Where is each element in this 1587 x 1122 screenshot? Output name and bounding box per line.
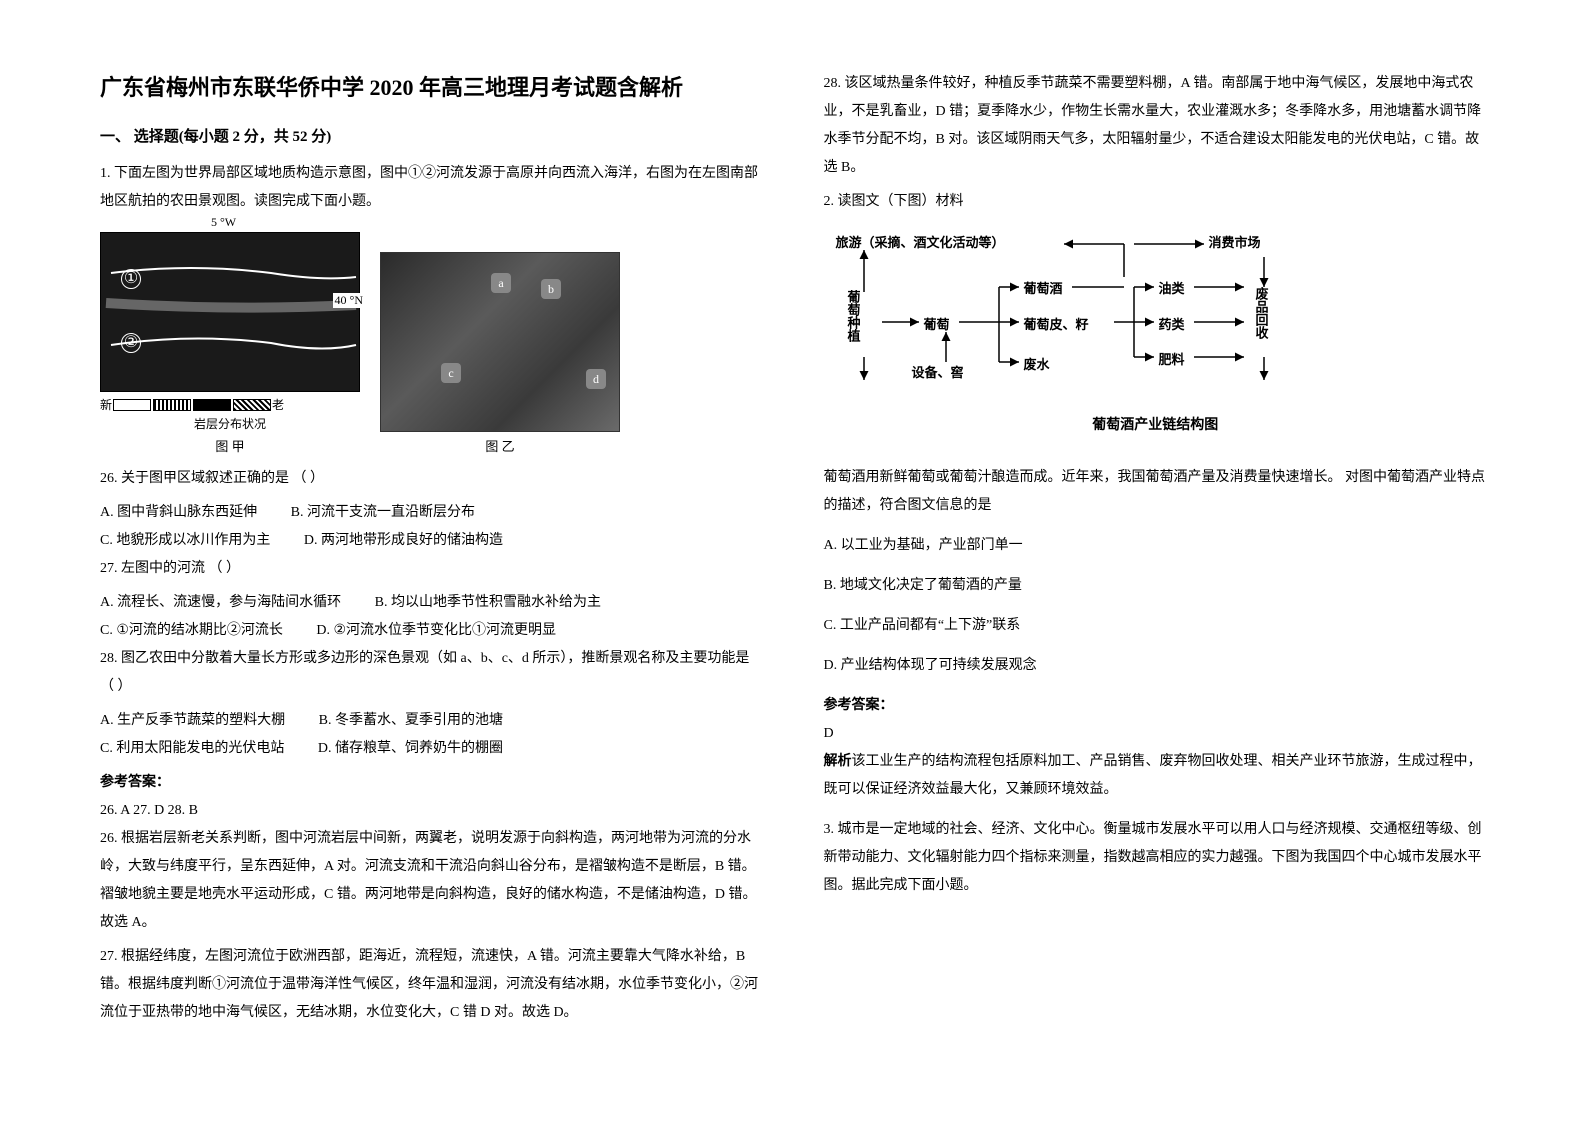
page-title: 广东省梅州市东联华侨中学 2020 年高三地理月考试题含解析: [100, 70, 764, 105]
node-grape: 葡萄: [924, 314, 950, 333]
q28-stem: 28. 图乙农田中分散着大量长方形或多边形的深色景观（如 a、b、c、d 所示）…: [100, 645, 764, 701]
map-diagram: 5 °W ① ② 40 °N: [100, 232, 360, 392]
q27-opt-d: D. ②河流水位季节变化比①河流更明显: [316, 617, 556, 645]
node-recycle: 废品回收: [1252, 287, 1271, 339]
q27-options-row1: A. 流程长、流速慢，参与海陆间水循环 B. 均以山地季节性积雪融水补给为主: [100, 589, 764, 617]
expl-26: 26. 根据岩层新老关系判断，图中河流岩层中间新，两翼老，说明发源于向斜构造，两…: [100, 825, 764, 937]
longitude-label: 5 °W: [211, 215, 236, 230]
figure-yi-caption: 图 乙: [380, 436, 620, 455]
q27-options-row2: C. ①河流的结冰期比②河流长 D. ②河流水位季节变化比①河流更明显: [100, 617, 764, 645]
expl-27: 27. 根据经纬度，左图河流位于欧洲西部，距海近，流程短，流速快，A 错。河流主…: [100, 943, 764, 1027]
q28-options-row2: C. 利用太阳能发电的光伏电站 D. 储存粮草、饲养奶牛的棚圈: [100, 735, 764, 763]
expl-2: 解析该工业生产的结构流程包括原料加工、产品销售、废弃物回收处理、相关产业环节旅游…: [824, 748, 1488, 804]
expl-28: 28. 该区域热量条件较好，种植反季节蔬菜不需要塑料棚，A 错。南部属于地中海气…: [824, 70, 1488, 182]
strata-right-label: 老: [272, 396, 284, 413]
answer-2: D: [824, 720, 1488, 748]
q1-stem: 1. 下面左图为世界局部区域地质构造示意图，图中①②河流发源于高原并向西流入海洋…: [100, 160, 764, 216]
q2-stem2: 葡萄酒用新鲜葡萄或葡萄汁酿造而成。近年来，我国葡萄酒产量及消费量快速增长。 对图…: [824, 464, 1488, 520]
q27-stem: 27. 左图中的河流 （ ）: [100, 555, 764, 583]
q2-opt-b: B. 地域文化决定了葡萄酒的产量: [824, 572, 1488, 600]
node-fert: 肥料: [1159, 349, 1185, 368]
q2-stem: 2. 读图文（下图）材料: [824, 188, 1488, 216]
figure-block-1: 5 °W ① ② 40 °N 新 老 岩层分布状况 图 甲: [100, 232, 764, 455]
q28-opt-b: B. 冬季蓄水、夏季引用的池塘: [319, 707, 503, 735]
strata-left-label: 新: [100, 396, 112, 413]
expl-2-text: 该工业生产的结构流程包括原料加工、产品销售、废弃物回收处理、相关产业环节旅游，生…: [824, 754, 1482, 797]
node-skin: 葡萄皮、籽: [1024, 314, 1089, 333]
q26-opt-d: D. 两河地带形成良好的储油构造: [304, 527, 503, 555]
mark-d: d: [586, 369, 606, 389]
q26-opt-a: A. 图中背斜山脉东西延伸: [100, 499, 257, 527]
mark-c: c: [441, 363, 461, 383]
q3-stem: 3. 城市是一定地域的社会、经济、文化中心。衡量城市发展水平可以用人口与经济规模…: [824, 816, 1488, 900]
wine-chain-diagram: 旅游（采摘、酒文化活动等） 消费市场 葡萄种植 葡萄 葡萄酒 葡萄皮、籽 设备、…: [834, 232, 1294, 402]
q26-opt-b: B. 河流干支流一直沿断层分布: [291, 499, 475, 527]
right-column: 28. 该区域热量条件较好，种植反季节蔬菜不需要塑料棚，A 错。南部属于地中海气…: [824, 70, 1488, 1082]
section-heading: 一、 选择题(每小题 2 分，共 52 分): [100, 125, 764, 146]
q2-opt-d: D. 产业结构体现了可持续发展观念: [824, 652, 1488, 680]
node-plant: 葡萄种植: [844, 290, 863, 342]
q26-opt-c: C. 地貌形成以冰川作用为主: [100, 527, 270, 555]
q27-opt-a: A. 流程长、流速慢，参与海陆间水循环: [100, 589, 341, 617]
node-market: 消费市场: [1209, 232, 1261, 251]
q28-opt-c: C. 利用太阳能发电的光伏电站: [100, 735, 284, 763]
answer-heading-1: 参考答案：: [100, 771, 764, 791]
q2-opt-a: A. 以工业为基础，产业部门单一: [824, 532, 1488, 560]
node-wine: 葡萄酒: [1024, 278, 1063, 297]
left-column: 广东省梅州市东联华侨中学 2020 年高三地理月考试题含解析 一、 选择题(每小…: [100, 70, 764, 1082]
figure-jia-caption: 图 甲: [100, 436, 360, 455]
figure-yi: a b c d 图 乙: [380, 252, 620, 455]
q28-options-row1: A. 生产反季节蔬菜的塑料大棚 B. 冬季蓄水、夏季引用的池塘: [100, 707, 764, 735]
latitude-label: 40 °N: [333, 293, 365, 308]
strata-legend: 新 老: [100, 396, 360, 413]
mark-b: b: [541, 279, 561, 299]
node-equip: 设备、窖: [912, 362, 964, 381]
node-waste: 废水: [1024, 354, 1050, 373]
expl-2-label: 解析: [824, 754, 852, 769]
q27-opt-c: C. ①河流的结冰期比②河流长: [100, 617, 283, 645]
q26-options-row1: A. 图中背斜山脉东西延伸 B. 河流干支流一直沿断层分布: [100, 499, 764, 527]
diagram-caption: 葡萄酒产业链结构图: [824, 414, 1488, 434]
node-med: 药类: [1159, 314, 1185, 333]
q26-options-row2: C. 地貌形成以冰川作用为主 D. 两河地带形成良好的储油构造: [100, 527, 764, 555]
q2-opt-c: C. 工业产品间都有“上下游”联系: [824, 612, 1488, 640]
q28-opt-d: D. 储存粮草、饲养奶牛的棚圈: [318, 735, 503, 763]
figure-jia: 5 °W ① ② 40 °N 新 老 岩层分布状况 图 甲: [100, 232, 360, 455]
node-oil: 油类: [1159, 278, 1185, 297]
strata-caption: 岩层分布状况: [100, 415, 360, 432]
q26-stem: 26. 关于图甲区域叙述正确的是 （ ）: [100, 465, 764, 493]
answer-heading-2: 参考答案：: [824, 694, 1488, 714]
q28-opt-a: A. 生产反季节蔬菜的塑料大棚: [100, 707, 285, 735]
mark-a: a: [491, 273, 511, 293]
q27-opt-b: B. 均以山地季节性积雪融水补给为主: [375, 589, 601, 617]
node-tourism: 旅游（采摘、酒文化活动等）: [836, 232, 1005, 251]
answer-line-1: 26. A 27. D 28. B: [100, 797, 764, 825]
satellite-image: a b c d: [380, 252, 620, 432]
